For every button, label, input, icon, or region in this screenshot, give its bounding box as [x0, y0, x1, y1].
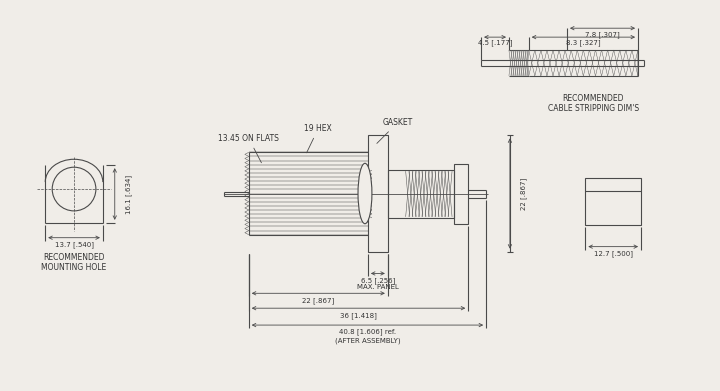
Text: MAX. PANEL: MAX. PANEL [357, 284, 399, 291]
Text: 40.8 [1.606] ref.: 40.8 [1.606] ref. [339, 329, 396, 335]
Text: 4.5 [.177]: 4.5 [.177] [478, 40, 513, 47]
Text: GASKET: GASKET [377, 118, 413, 143]
Text: 16.1 [.634]: 16.1 [.634] [125, 174, 132, 213]
Ellipse shape [358, 163, 372, 224]
Bar [454, 164, 468, 224]
Text: RECOMMENDED
CABLE STRIPPING DIM'S: RECOMMENDED CABLE STRIPPING DIM'S [548, 94, 639, 113]
Bar [585, 178, 641, 225]
Text: 22 [.867]: 22 [.867] [302, 297, 334, 304]
Text: 6.5 [.256]: 6.5 [.256] [361, 277, 395, 284]
Text: RECOMMENDED
MOUNTING HOLE: RECOMMENDED MOUNTING HOLE [42, 253, 107, 272]
Text: 19 HEX: 19 HEX [305, 124, 332, 153]
Text: 13.7 [.540]: 13.7 [.540] [55, 241, 94, 248]
Text: 8.3 [.327]: 8.3 [.327] [566, 40, 600, 47]
Bar [388, 170, 454, 218]
Text: 7.8 [.307]: 7.8 [.307] [585, 31, 620, 38]
Text: (AFTER ASSEMBLY): (AFTER ASSEMBLY) [335, 338, 400, 344]
Text: 12.7 [.500]: 12.7 [.500] [594, 250, 633, 257]
Text: 22 [.867]: 22 [.867] [521, 178, 527, 210]
Text: 36 [1.418]: 36 [1.418] [340, 312, 377, 319]
Text: 13.45 ON FLATS: 13.45 ON FLATS [218, 134, 279, 163]
Bar [368, 135, 388, 251]
